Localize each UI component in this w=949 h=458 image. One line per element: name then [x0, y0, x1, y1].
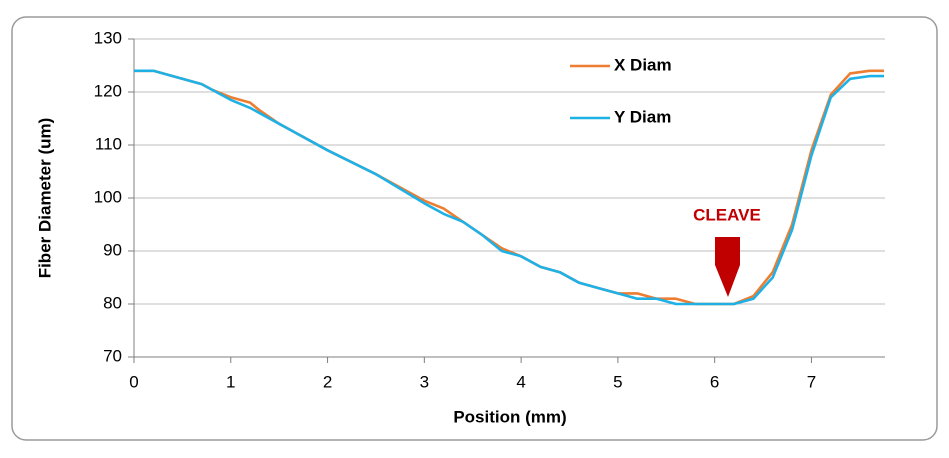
- x-tick-label: 5: [613, 372, 622, 391]
- x-tick-label: 4: [516, 372, 525, 391]
- x-axis-title: Position (mm): [453, 407, 566, 426]
- x-tick-label: 2: [323, 372, 332, 391]
- y-tick-label: 110: [95, 134, 122, 153]
- x-tick-label: 1: [226, 372, 235, 391]
- legend-label: X Diam: [614, 55, 672, 74]
- legend-label: Y Diam: [614, 107, 671, 126]
- x-tick-label: 6: [710, 372, 719, 391]
- x-tick-label: 3: [420, 372, 429, 391]
- y-tick-label: 70: [103, 346, 122, 365]
- annotation-arrow: [715, 237, 740, 297]
- x-tick-label: 0: [129, 372, 138, 391]
- y-axis-title: Fiber Diameter (um): [35, 118, 54, 279]
- data-line: [134, 69, 884, 306]
- y-tick-label: 120: [94, 81, 122, 100]
- annotation: CLEAVE: [693, 205, 761, 224]
- y-tick-label: 130: [94, 28, 122, 47]
- y-tick-label: 90: [103, 240, 122, 259]
- y-tick-label: 80: [103, 293, 122, 312]
- y-tick-label: 100: [94, 187, 122, 206]
- x-tick-label: 7: [807, 372, 816, 391]
